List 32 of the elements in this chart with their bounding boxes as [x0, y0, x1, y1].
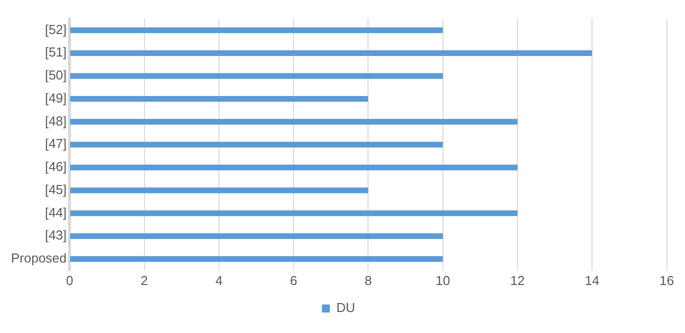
- x-tick-label: 10: [436, 272, 450, 288]
- bar: [70, 27, 443, 34]
- bar: [70, 96, 368, 102]
- y-tick-label: [48]: [44, 113, 67, 128]
- bar: [70, 142, 443, 148]
- x-tick-label: 14: [584, 272, 600, 288]
- bar: [70, 118, 518, 125]
- y-tick-label: [45]: [44, 182, 67, 197]
- x-tick-label: 0: [66, 272, 74, 288]
- y-tick-label: [46]: [44, 159, 67, 174]
- x-tick-label: 2: [140, 272, 148, 288]
- y-tick-label: [43]: [44, 228, 67, 243]
- bar: [70, 256, 443, 262]
- bar: [70, 210, 518, 216]
- legend-label: DU: [336, 300, 356, 316]
- x-tick-label: 4: [215, 272, 223, 288]
- bar: [70, 187, 368, 194]
- x-tick-label: 16: [660, 272, 674, 288]
- y-tick-label: [52]: [44, 22, 67, 37]
- y-tick-label: [49]: [44, 90, 67, 106]
- x-tick-label: 8: [364, 272, 372, 288]
- y-tick-label: Proposed: [10, 250, 67, 266]
- y-tick-label: [51]: [44, 44, 67, 60]
- x-tick-label: 12: [510, 272, 525, 288]
- bar: [70, 73, 443, 79]
- bar: [70, 233, 443, 239]
- y-tick-label: [44]: [44, 204, 67, 220]
- x-tick-label: 6: [290, 272, 298, 288]
- y-tick-label: [47]: [44, 136, 67, 152]
- bar: [70, 50, 592, 56]
- y-tick-label: [50]: [44, 68, 67, 83]
- bar: [70, 164, 518, 170]
